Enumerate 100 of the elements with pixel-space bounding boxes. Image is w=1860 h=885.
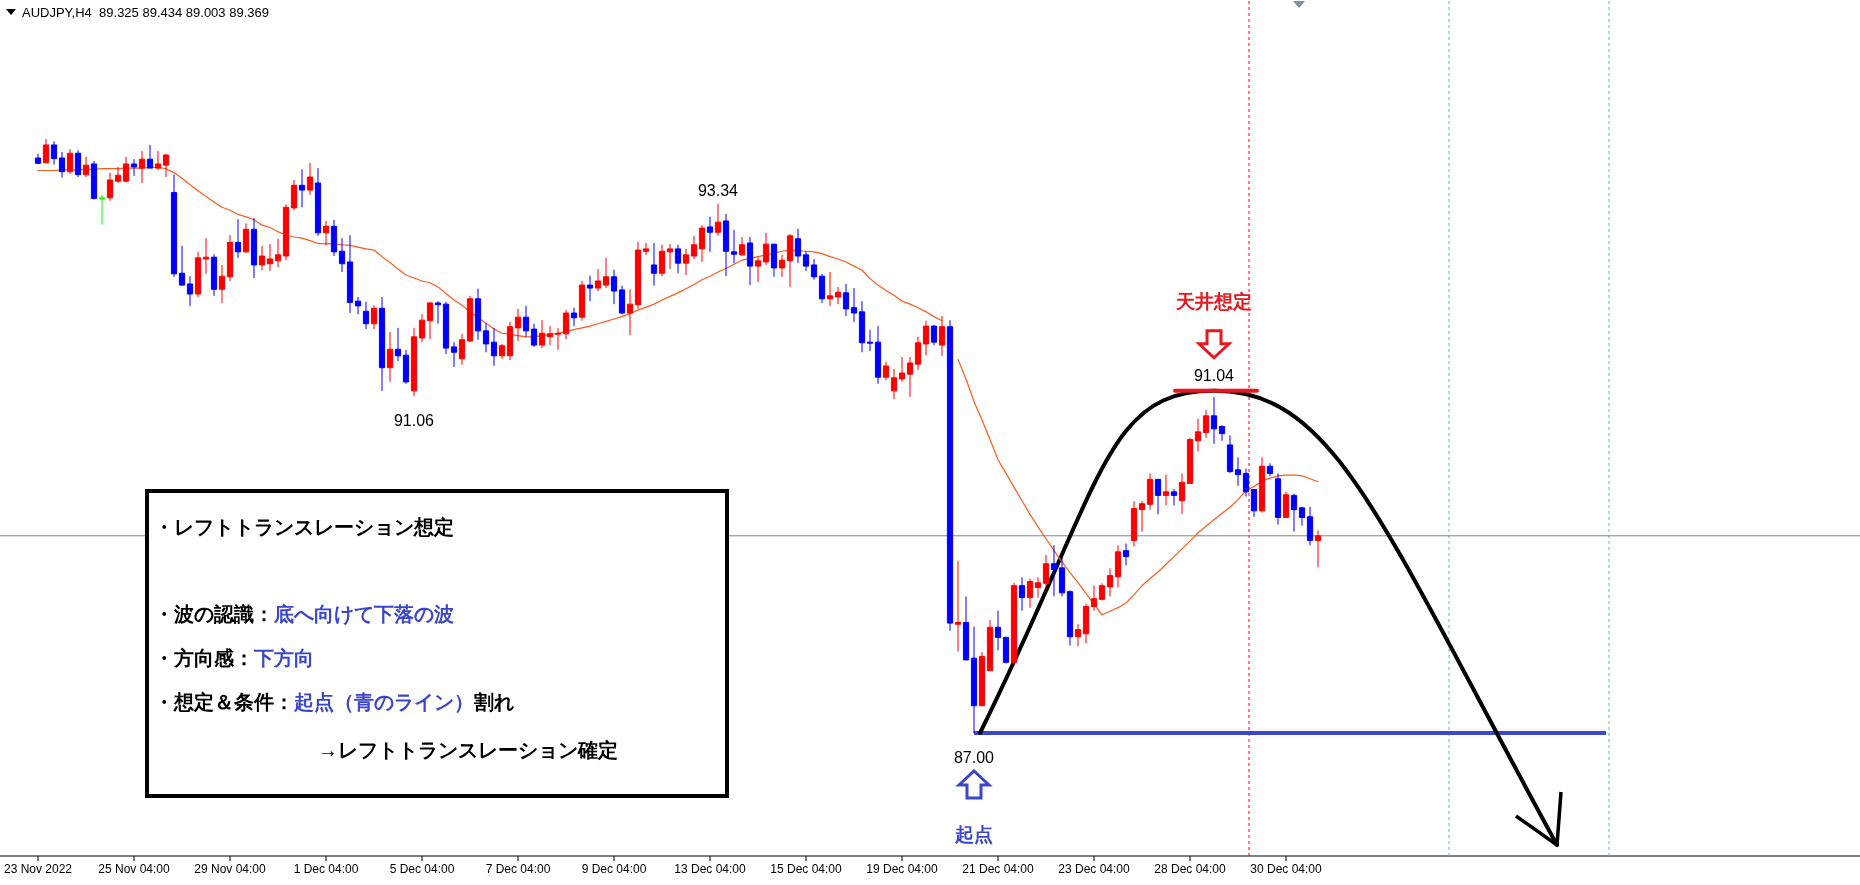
candlestick bbox=[1106, 567, 1114, 597]
x-tick-label: 25 Nov 04:00 bbox=[98, 862, 171, 876]
candlestick bbox=[698, 224, 706, 263]
candlestick bbox=[274, 238, 282, 268]
candlestick bbox=[730, 229, 738, 264]
annotation: 下方向 bbox=[253, 647, 314, 669]
x-tick-label: 15 Dec 04:00 bbox=[770, 862, 843, 876]
candlestick bbox=[370, 304, 378, 330]
candlestick bbox=[98, 194, 106, 226]
candlestick bbox=[1010, 582, 1018, 666]
candlestick bbox=[362, 301, 370, 330]
candlestick bbox=[986, 619, 994, 672]
candlestick bbox=[1058, 557, 1066, 597]
candlestick bbox=[746, 236, 754, 286]
candlestick bbox=[1050, 544, 1058, 597]
candlestick bbox=[258, 245, 266, 271]
x-tick-label: 29 Nov 04:00 bbox=[194, 862, 267, 876]
candlestick bbox=[106, 172, 114, 202]
candlestick bbox=[618, 285, 626, 315]
annotation: 底へ向けて下落の波 bbox=[273, 603, 454, 626]
candlestick bbox=[738, 236, 746, 257]
candlestick bbox=[42, 138, 50, 164]
candlestick bbox=[1250, 488, 1258, 518]
candlestick bbox=[34, 153, 42, 165]
x-tick-label: 21 Dec 04:00 bbox=[962, 862, 1035, 876]
x-tick-label: 19 Dec 04:00 bbox=[866, 862, 939, 876]
text: 87.00 bbox=[953, 749, 995, 766]
candlestick bbox=[1266, 462, 1274, 477]
candlestick bbox=[842, 283, 850, 317]
annotation: 93.34 bbox=[697, 181, 739, 199]
candlestick bbox=[130, 158, 138, 177]
annotation: 天井想定 bbox=[1175, 290, 1252, 312]
candlestick bbox=[58, 151, 66, 179]
candlestick bbox=[146, 144, 154, 169]
candlestick bbox=[1026, 578, 1034, 609]
candlestick bbox=[186, 275, 194, 307]
candlestick bbox=[354, 296, 362, 315]
candlestick bbox=[850, 287, 858, 323]
candlestick bbox=[426, 301, 434, 340]
candlestick bbox=[114, 166, 122, 184]
candlestick bbox=[650, 242, 658, 287]
candlestick bbox=[586, 275, 594, 302]
candlestick bbox=[506, 321, 514, 361]
chart-title: AUDJPY,H4 89.325 89.434 89.003 89.369 bbox=[22, 5, 269, 20]
candlestick bbox=[682, 248, 690, 276]
candlestick bbox=[770, 243, 778, 278]
x-tick-label: 23 Nov 2022 bbox=[3, 862, 73, 876]
candlestick bbox=[642, 242, 650, 256]
candlestick bbox=[1138, 500, 1146, 533]
candlestick bbox=[394, 327, 402, 362]
candlestick bbox=[658, 244, 666, 277]
candlestick bbox=[562, 309, 570, 340]
candlestick bbox=[202, 237, 210, 275]
candlestick bbox=[930, 324, 938, 346]
annotation: 起点（青のライン） bbox=[293, 691, 474, 713]
candlestick bbox=[690, 235, 698, 260]
candlestick bbox=[794, 228, 802, 264]
candlestick bbox=[1122, 543, 1130, 566]
candlestick bbox=[514, 308, 522, 342]
candlestick bbox=[1082, 603, 1090, 644]
candlestick bbox=[818, 273, 826, 304]
candlestick bbox=[474, 288, 482, 341]
candlestick bbox=[210, 253, 218, 297]
text: 起点 bbox=[954, 824, 993, 845]
candlestick bbox=[410, 327, 418, 397]
candlestick bbox=[858, 300, 866, 353]
candlestick bbox=[578, 280, 586, 322]
candlestick bbox=[906, 356, 914, 398]
annotation: 91.06 bbox=[393, 412, 435, 430]
candlestick bbox=[898, 356, 906, 383]
candlestick bbox=[1074, 623, 1082, 647]
candlestick bbox=[634, 241, 642, 310]
candlestick bbox=[1234, 456, 1242, 487]
candlestick bbox=[50, 140, 58, 166]
candlestick bbox=[978, 651, 986, 707]
candlestick bbox=[346, 234, 354, 314]
candlestick bbox=[122, 156, 130, 183]
x-tick-label: 23 Dec 04:00 bbox=[1058, 862, 1131, 876]
candlestick bbox=[1242, 468, 1250, 498]
candlestick bbox=[1130, 500, 1138, 547]
candlestick bbox=[1114, 544, 1122, 588]
candlestick bbox=[1154, 478, 1162, 515]
candlestick bbox=[178, 245, 186, 287]
candlestick bbox=[1298, 506, 1306, 527]
candlestick bbox=[546, 325, 554, 346]
candlestick bbox=[1170, 488, 1178, 506]
x-tick-label: 9 Dec 04:00 bbox=[581, 862, 647, 876]
x-tick-label: 1 Dec 04:00 bbox=[293, 862, 359, 876]
candlestick bbox=[1178, 472, 1186, 515]
candlestick bbox=[810, 258, 818, 281]
candlestick bbox=[250, 217, 258, 279]
candlestick bbox=[298, 168, 306, 208]
candlestick bbox=[890, 368, 898, 400]
candlestick bbox=[314, 167, 322, 237]
x-tick-label: 30 Dec 04:00 bbox=[1250, 862, 1323, 876]
candlestick bbox=[962, 595, 970, 661]
candlestick bbox=[722, 213, 730, 277]
candlestick bbox=[714, 203, 722, 237]
candlestick bbox=[1274, 472, 1282, 526]
candlestick bbox=[706, 216, 714, 253]
